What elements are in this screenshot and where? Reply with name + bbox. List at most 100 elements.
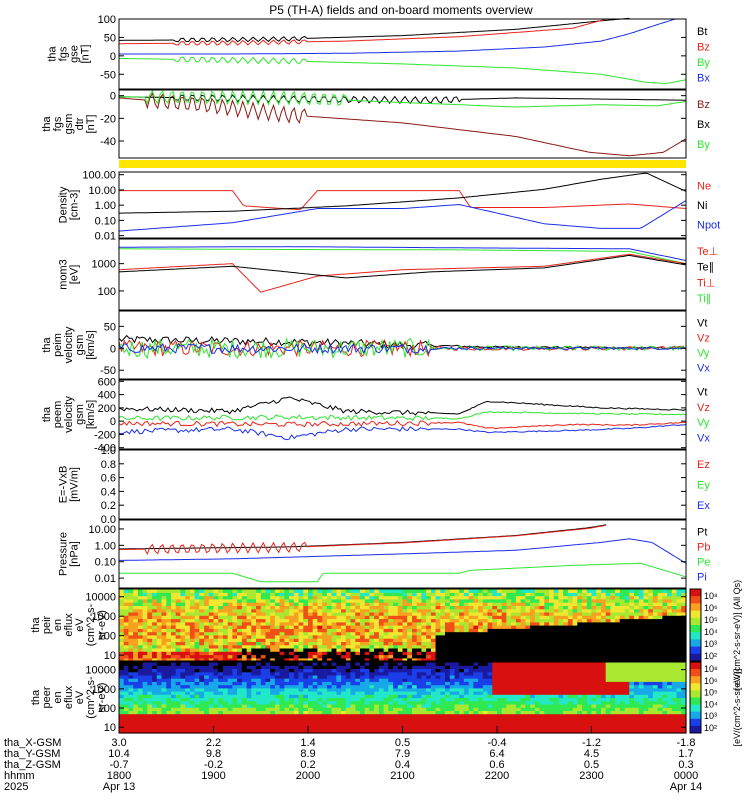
- spectrogram-cell: [350, 713, 356, 718]
- spectrogram-cell: [501, 723, 507, 728]
- spectrogram-cell: [227, 621, 233, 626]
- series-line-ne: [119, 190, 687, 211]
- spectrogram-cell: [473, 631, 479, 636]
- spectrogram-cell: [558, 723, 564, 728]
- spectrogram-cell: [232, 726, 238, 731]
- spectrogram-cell: [459, 654, 465, 659]
- spectrogram-cell: [119, 662, 125, 666]
- spectrogram-cell: [133, 726, 139, 731]
- spectrogram-cell: [246, 605, 252, 610]
- spectrogram-cell: [256, 647, 262, 652]
- spectrogram-cell: [204, 625, 210, 629]
- spectrogram-cell: [322, 691, 328, 695]
- spectrogram-cell: [171, 710, 177, 715]
- spectrogram-cell: [331, 644, 337, 649]
- spectrogram-cell: [180, 592, 186, 597]
- spectrogram-cell: [412, 611, 418, 616]
- spectrogram-cell: [549, 641, 555, 646]
- spectrogram-cell: [152, 665, 158, 669]
- spectrogram-cell: [194, 651, 200, 656]
- spectrogram-cell: [317, 674, 323, 679]
- spectrogram-cell: [317, 651, 323, 656]
- spectrogram-cell: [482, 654, 489, 659]
- spectrogram-cell: [237, 716, 243, 721]
- spectrogram-cell: [449, 641, 456, 646]
- spectrogram-cell: [137, 592, 144, 597]
- spectrogram-cell: [326, 720, 333, 724]
- spectrogram-cell: [482, 726, 489, 731]
- spectrogram-cell: [147, 589, 153, 593]
- spectrogram-cell: [530, 595, 536, 600]
- spectrogram-cell: [539, 628, 545, 633]
- spectrogram-cell: [218, 665, 224, 669]
- spectrogram-cell: [520, 681, 526, 686]
- spectrogram-cell: [615, 631, 621, 636]
- spectrogram-cell: [156, 644, 163, 649]
- spectrogram-cell: [412, 608, 418, 613]
- spectrogram-cell: [260, 707, 267, 711]
- spectrogram-cell: [511, 713, 517, 718]
- spectrogram-cell: [194, 694, 200, 699]
- spectrogram-cell: [289, 671, 295, 676]
- spectrogram-cell: [619, 598, 626, 603]
- spectrogram-cell: [360, 704, 366, 708]
- spectrogram-cell: [237, 615, 243, 620]
- spectrogram-cell: [412, 641, 418, 646]
- spectrogram-cell: [482, 625, 489, 629]
- spectrogram-cell: [643, 589, 649, 593]
- spectrogram-cell: [525, 729, 531, 734]
- spectrogram-cell: [360, 608, 366, 613]
- spectrogram-cell: [482, 647, 489, 652]
- spectrogram-cell: [515, 634, 522, 639]
- spectrogram-cell: [605, 608, 611, 613]
- spectrogram-cell: [137, 644, 144, 649]
- spectrogram-cell: [260, 595, 267, 600]
- spectrogram-cell: [681, 644, 687, 649]
- spectrogram-cell: [596, 615, 602, 620]
- spectrogram-cell: [473, 691, 479, 695]
- spectrogram-cell: [355, 598, 361, 603]
- spectrogram-cell: [123, 700, 129, 705]
- spectrogram-cell: [497, 713, 503, 718]
- spectrogram-cell: [563, 647, 569, 652]
- spectrogram-cell: [355, 647, 361, 652]
- spectrogram-cell: [681, 615, 687, 620]
- spectrogram-cell: [435, 700, 441, 705]
- spectrogram-cell: [270, 687, 276, 692]
- spectrogram-cell: [279, 625, 285, 629]
- spectrogram-cell: [326, 651, 333, 656]
- spectrogram-cell: [360, 681, 366, 686]
- legend-te⊥: Te⊥: [697, 246, 718, 258]
- spectrogram-cell: [199, 691, 205, 695]
- spectrogram-cell: [383, 621, 389, 626]
- spectrogram-cell: [199, 704, 205, 708]
- spectrogram-cell: [610, 611, 616, 616]
- spectrogram-cell: [459, 608, 465, 613]
- spectrogram-cell: [298, 615, 304, 620]
- spectrogram-cell: [194, 657, 200, 662]
- spectrogram-cell: [487, 697, 493, 702]
- spectrogram-cell: [497, 697, 503, 702]
- spectrogram-cell: [274, 668, 281, 673]
- spectrogram-cell: [525, 694, 531, 699]
- spectrogram-cell: [303, 697, 309, 702]
- spectrogram-cell: [189, 638, 196, 642]
- spectrogram-cell: [355, 634, 361, 639]
- spectrogram-cell: [468, 729, 474, 734]
- spectrogram-cell: [293, 598, 300, 603]
- spectrogram-cell: [274, 671, 281, 676]
- spectrogram-cell: [563, 602, 569, 606]
- spectrogram-cell: [473, 707, 479, 711]
- spectrogram-cell: [222, 657, 229, 662]
- spectrogram-cell: [194, 662, 200, 666]
- spectrogram-cell: [326, 621, 333, 626]
- spectrogram-cell: [218, 621, 224, 626]
- spectrogram-cell: [530, 605, 536, 610]
- spectrogram-cell: [308, 628, 314, 633]
- spectrogram-cell: [482, 638, 489, 642]
- spectrogram-cell: [166, 602, 172, 606]
- spectrogram-cell: [237, 657, 243, 662]
- spectrogram-cell: [407, 723, 413, 728]
- spectrogram-cell: [312, 608, 318, 613]
- spectrogram-cell: [232, 720, 238, 724]
